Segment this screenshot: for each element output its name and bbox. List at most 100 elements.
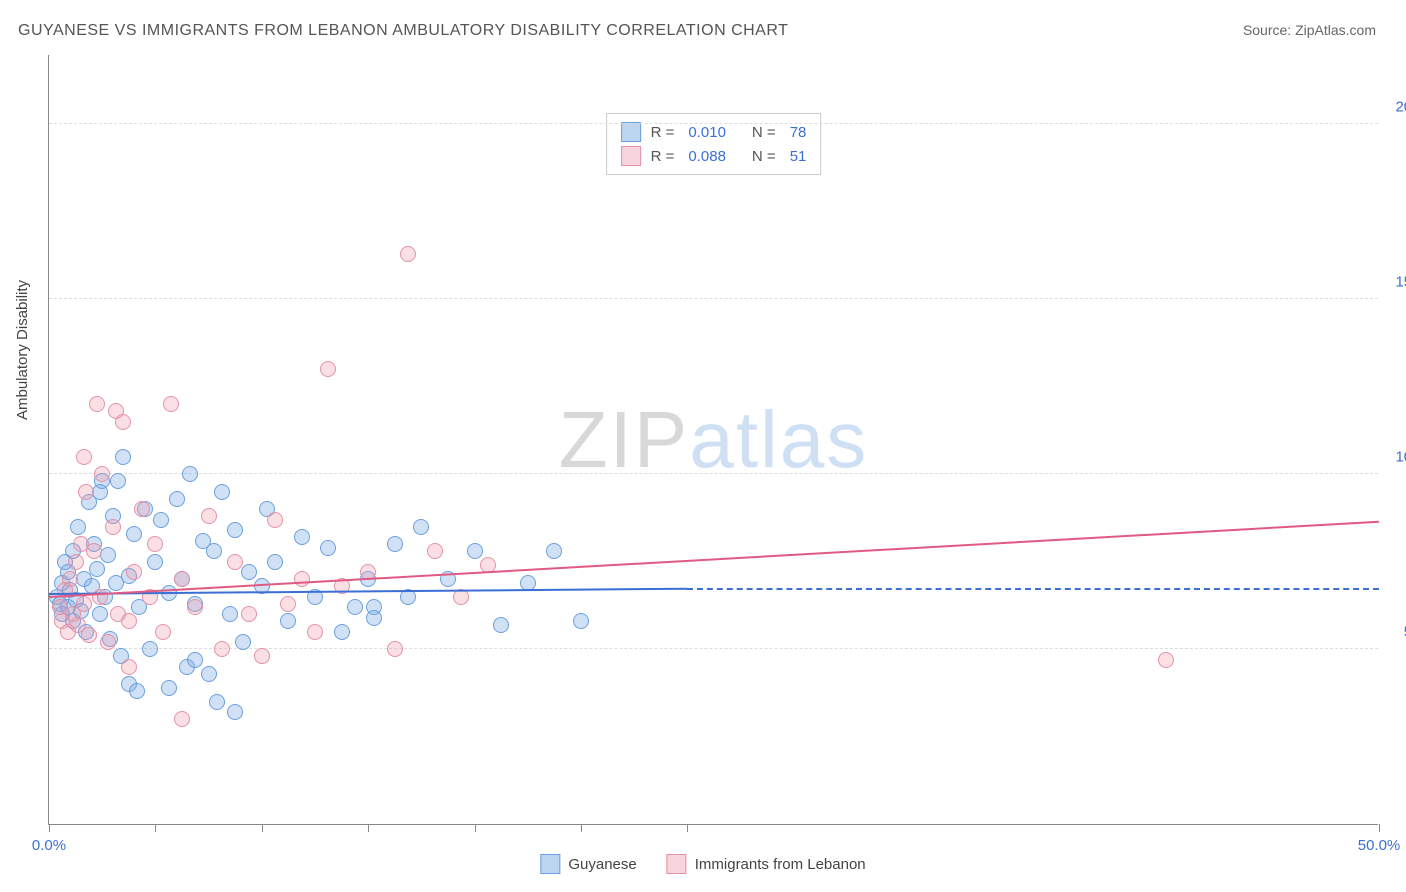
legend-r-value: 0.088 bbox=[688, 148, 726, 165]
scatter-point bbox=[206, 543, 222, 559]
scatter-point bbox=[222, 606, 238, 622]
legend-series-label: Immigrants from Lebanon bbox=[695, 856, 866, 873]
x-tick-label: 50.0% bbox=[1358, 837, 1401, 854]
x-tick-label: 0.0% bbox=[32, 837, 66, 854]
scatter-point bbox=[108, 403, 124, 419]
legend-series-label: Guyanese bbox=[568, 856, 636, 873]
scatter-point bbox=[187, 652, 203, 668]
scatter-point bbox=[241, 564, 257, 580]
x-tick bbox=[581, 824, 582, 832]
scatter-point bbox=[134, 501, 150, 517]
gridline bbox=[49, 648, 1378, 649]
scatter-point bbox=[115, 449, 131, 465]
scatter-point bbox=[241, 606, 257, 622]
scatter-point bbox=[400, 246, 416, 262]
source-label: Source: ZipAtlas.com bbox=[1243, 22, 1376, 38]
scatter-point bbox=[280, 596, 296, 612]
scatter-point bbox=[89, 561, 105, 577]
gridline bbox=[49, 123, 1378, 124]
trend-line-dashed bbox=[687, 588, 1379, 590]
scatter-point bbox=[70, 519, 86, 535]
x-tick bbox=[262, 824, 263, 832]
scatter-point bbox=[227, 522, 243, 538]
scatter-point bbox=[320, 361, 336, 377]
scatter-point bbox=[142, 641, 158, 657]
scatter-point bbox=[126, 564, 142, 580]
legend-r-label: R = bbox=[651, 124, 675, 141]
scatter-point bbox=[81, 627, 97, 643]
scatter-point bbox=[129, 683, 145, 699]
y-tick-label: 15.0% bbox=[1383, 274, 1406, 291]
scatter-point bbox=[174, 711, 190, 727]
x-tick bbox=[49, 824, 50, 832]
scatter-point bbox=[267, 512, 283, 528]
legend-n-value: 78 bbox=[790, 124, 807, 141]
scatter-point bbox=[493, 617, 509, 633]
scatter-point bbox=[174, 571, 190, 587]
scatter-point bbox=[347, 599, 363, 615]
legend-swatch bbox=[621, 146, 641, 166]
scatter-point bbox=[214, 641, 230, 657]
legend-swatch bbox=[540, 854, 560, 874]
legend-series-item: Guyanese bbox=[540, 854, 636, 874]
scatter-point bbox=[573, 613, 589, 629]
scatter-point bbox=[320, 540, 336, 556]
scatter-point bbox=[161, 680, 177, 696]
y-axis-title: Ambulatory Disability bbox=[14, 280, 31, 420]
scatter-point bbox=[209, 694, 225, 710]
scatter-point bbox=[147, 554, 163, 570]
scatter-point bbox=[267, 554, 283, 570]
scatter-point bbox=[68, 554, 84, 570]
gridline bbox=[49, 298, 1378, 299]
y-tick-label: 20.0% bbox=[1383, 99, 1406, 116]
scatter-point bbox=[78, 484, 94, 500]
scatter-point bbox=[1158, 652, 1174, 668]
scatter-point bbox=[187, 599, 203, 615]
scatter-point bbox=[427, 543, 443, 559]
x-tick bbox=[687, 824, 688, 832]
chart-container: GUYANESE VS IMMIGRANTS FROM LEBANON AMBU… bbox=[0, 0, 1406, 892]
scatter-point bbox=[307, 624, 323, 640]
watermark-zip: ZIP bbox=[559, 395, 689, 484]
plot-area: ZIPatlas R =0.010N =78R =0.088N =51 5.0%… bbox=[48, 55, 1378, 825]
scatter-point bbox=[280, 613, 296, 629]
legend-r-label: R = bbox=[651, 148, 675, 165]
scatter-point bbox=[163, 396, 179, 412]
legend-series: Guyanese Immigrants from Lebanon bbox=[540, 854, 865, 874]
legend-n-label: N = bbox=[752, 148, 776, 165]
y-tick-label: 5.0% bbox=[1383, 624, 1406, 641]
scatter-point bbox=[92, 606, 108, 622]
scatter-point bbox=[387, 536, 403, 552]
scatter-point bbox=[121, 613, 137, 629]
chart-title: GUYANESE VS IMMIGRANTS FROM LEBANON AMBU… bbox=[18, 22, 788, 40]
scatter-point bbox=[105, 519, 121, 535]
scatter-point bbox=[201, 666, 217, 682]
scatter-point bbox=[86, 543, 102, 559]
legend-r-value: 0.010 bbox=[688, 124, 726, 141]
scatter-point bbox=[126, 526, 142, 542]
x-tick bbox=[475, 824, 476, 832]
scatter-point bbox=[227, 704, 243, 720]
scatter-point bbox=[121, 659, 137, 675]
scatter-point bbox=[110, 473, 126, 489]
scatter-point bbox=[546, 543, 562, 559]
scatter-point bbox=[76, 596, 92, 612]
scatter-point bbox=[62, 571, 78, 587]
legend-series-item: Immigrants from Lebanon bbox=[667, 854, 866, 874]
scatter-point bbox=[92, 589, 108, 605]
scatter-point bbox=[153, 512, 169, 528]
watermark: ZIPatlas bbox=[559, 394, 868, 486]
scatter-point bbox=[155, 624, 171, 640]
scatter-point bbox=[76, 449, 92, 465]
watermark-atlas: atlas bbox=[689, 395, 868, 484]
scatter-point bbox=[254, 648, 270, 664]
scatter-point bbox=[94, 466, 110, 482]
gridline bbox=[49, 473, 1378, 474]
scatter-point bbox=[147, 536, 163, 552]
y-tick-label: 10.0% bbox=[1383, 449, 1406, 466]
legend-swatch bbox=[621, 122, 641, 142]
scatter-point bbox=[294, 571, 310, 587]
scatter-point bbox=[100, 634, 116, 650]
legend-stats-row: R =0.088N =51 bbox=[621, 144, 807, 168]
scatter-point bbox=[467, 543, 483, 559]
